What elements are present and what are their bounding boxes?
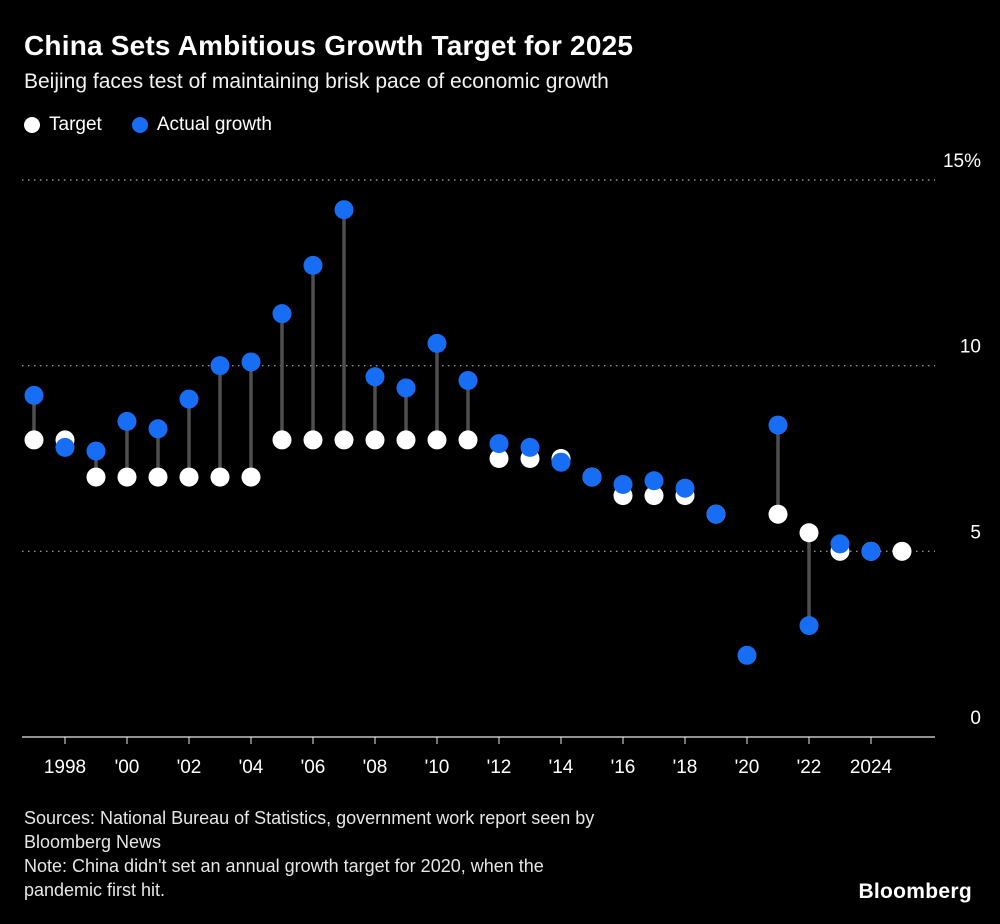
actual-point — [241, 352, 261, 372]
actual-point — [706, 504, 726, 524]
target-dot-icon — [24, 117, 40, 133]
source-line: pandemic first hit. — [24, 880, 166, 900]
target-point — [396, 430, 416, 450]
actual-point — [427, 333, 447, 353]
actual-point — [148, 419, 168, 439]
actual-point — [737, 645, 757, 665]
x-tick-label: '00 — [115, 757, 140, 778]
x-tick-label: 1998 — [44, 757, 86, 778]
actual-point — [210, 356, 230, 376]
target-point — [210, 467, 230, 487]
actual-point — [768, 415, 788, 435]
target-point — [799, 523, 819, 543]
target-point — [303, 430, 323, 450]
x-tick-label: '02 — [177, 757, 202, 778]
actual-point — [861, 541, 881, 561]
x-tick-label: '18 — [673, 757, 698, 778]
actual-point — [86, 441, 106, 461]
x-tick-label: '08 — [363, 757, 388, 778]
x-tick-label: '12 — [487, 757, 512, 778]
actual-point — [365, 367, 385, 387]
legend-item-target: Target — [24, 114, 102, 136]
y-tick-label: 5 — [970, 522, 981, 543]
target-point — [86, 467, 106, 487]
actual-point — [272, 304, 292, 324]
legend: Target Actual growth — [24, 114, 272, 136]
y-tick-label: 10 — [960, 337, 981, 358]
actual-point — [396, 378, 416, 398]
target-point — [272, 430, 292, 450]
target-point — [365, 430, 385, 450]
source-line: Bloomberg News — [24, 832, 162, 852]
legend-item-actual: Actual growth — [131, 114, 272, 136]
bloomberg-logo: Bloomberg — [858, 880, 972, 903]
y-tick-label: 0 — [970, 708, 981, 729]
source-line: Sources: National Bureau of Statistics, … — [24, 808, 595, 828]
actual-point — [830, 534, 850, 554]
target-point — [241, 467, 261, 487]
actual-point — [675, 478, 695, 498]
target-point — [644, 486, 664, 506]
source-note: Sources: National Bureau of Statistics, … — [24, 806, 594, 902]
legend-label-target: Target — [49, 114, 102, 135]
target-point — [117, 467, 137, 487]
target-point — [768, 504, 788, 524]
actual-point — [520, 437, 540, 457]
actual-point — [55, 437, 75, 457]
target-point — [458, 430, 478, 450]
actual-point — [489, 434, 509, 454]
actual-dot-icon — [131, 117, 148, 133]
x-tick-label: '10 — [425, 757, 450, 778]
target-point — [179, 467, 199, 487]
x-tick-label: '16 — [611, 757, 636, 778]
actual-point — [24, 385, 44, 405]
chart-title: China Sets Ambitious Growth Target for 2… — [24, 30, 634, 61]
actual-point — [334, 200, 354, 220]
x-tick-label: '14 — [549, 757, 574, 778]
x-tick-label: '22 — [797, 757, 822, 778]
target-point — [489, 449, 509, 468]
target-point — [427, 430, 447, 450]
target-point — [892, 541, 912, 561]
x-tick-label: '04 — [239, 757, 264, 778]
x-tick-label: 2024 — [850, 757, 893, 778]
target-point — [334, 430, 354, 450]
actual-point — [551, 452, 571, 472]
actual-point — [799, 616, 819, 636]
actual-point — [179, 389, 199, 409]
actual-point — [613, 474, 633, 494]
x-tick-label: '06 — [301, 757, 326, 778]
x-tick-label: '20 — [735, 757, 760, 778]
actual-point — [117, 411, 137, 431]
actual-point — [644, 471, 664, 491]
y-tick-label: 15% — [943, 151, 981, 172]
chart-subtitle: Beijing faces test of maintaining brisk … — [24, 70, 609, 93]
actual-point — [582, 467, 602, 487]
target-point — [24, 430, 44, 450]
source-line: Note: China didn't set an annual growth … — [24, 856, 544, 876]
target-point — [148, 467, 168, 487]
legend-label-actual: Actual growth — [156, 114, 272, 135]
actual-point — [303, 255, 323, 275]
actual-point — [458, 371, 478, 391]
